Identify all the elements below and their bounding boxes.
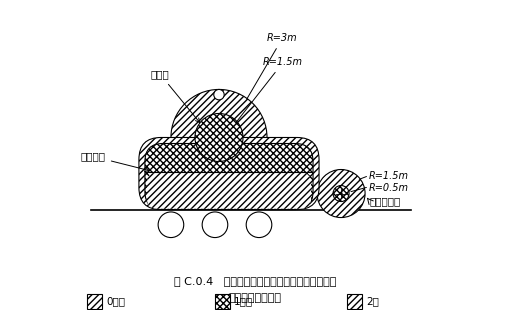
Text: R=1.5m: R=1.5m [236, 58, 303, 122]
Text: 通气口: 通气口 [151, 69, 200, 123]
Text: R=1.5m: R=1.5m [369, 170, 409, 180]
Text: 2区: 2区 [366, 296, 379, 306]
Bar [347, 294, 362, 309]
Circle shape [339, 192, 343, 195]
Circle shape [171, 90, 267, 186]
Bar [215, 294, 230, 309]
Text: R=0.5m: R=0.5m [369, 183, 409, 193]
Circle shape [158, 212, 184, 238]
Bar [87, 294, 102, 309]
Bar [87, 294, 102, 309]
Circle shape [246, 212, 272, 238]
FancyBboxPatch shape [147, 173, 311, 209]
Text: 图 C.0.4   汽油的地面油罐、油罐车和密闭卸油口: 图 C.0.4 汽油的地面油罐、油罐车和密闭卸油口 [174, 276, 336, 285]
Text: 液体表面: 液体表面 [81, 151, 149, 172]
Text: 密闭卸油口: 密闭卸油口 [369, 197, 400, 207]
FancyBboxPatch shape [139, 137, 319, 210]
FancyBboxPatch shape [145, 143, 313, 210]
Circle shape [202, 212, 228, 238]
Bar [215, 294, 230, 309]
Text: 1区；: 1区； [234, 296, 253, 306]
Circle shape [333, 186, 349, 202]
Bar [347, 294, 362, 309]
Circle shape [317, 169, 365, 218]
Circle shape [195, 114, 243, 161]
Circle shape [214, 90, 224, 100]
Text: 0区；: 0区； [106, 296, 125, 306]
Text: 爆炸危险区域划分: 爆炸危险区域划分 [228, 293, 281, 303]
Text: R=3m: R=3m [247, 33, 298, 99]
